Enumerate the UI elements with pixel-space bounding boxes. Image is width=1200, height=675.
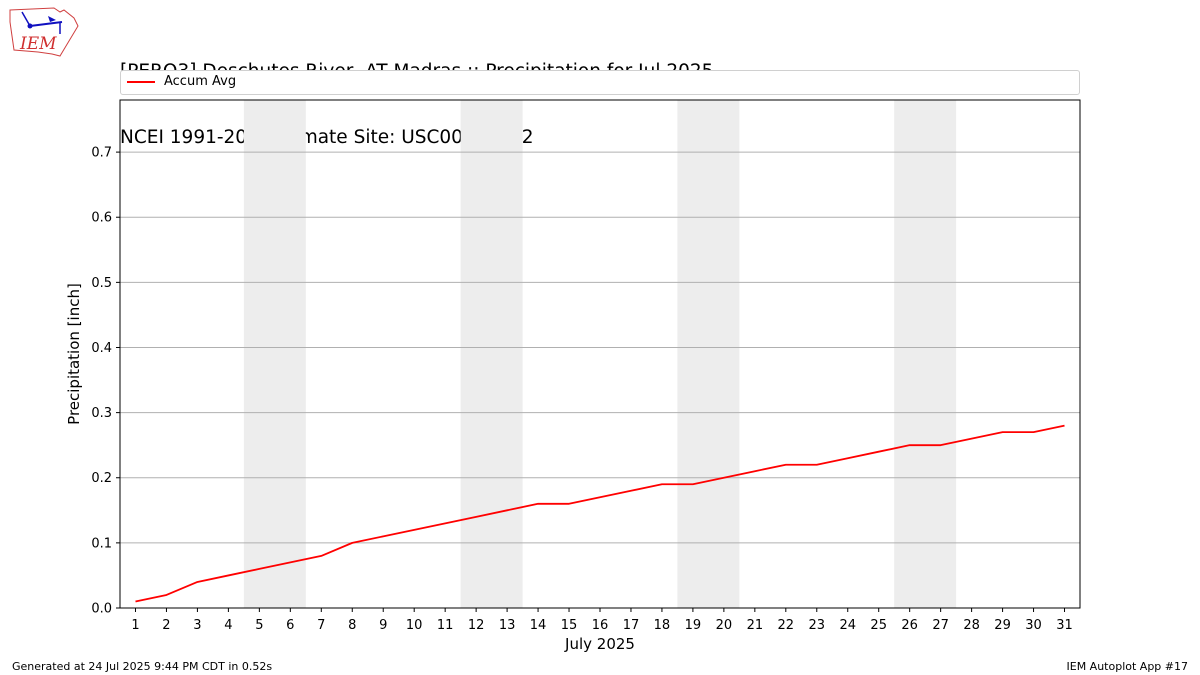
x-tick-label-30: 31 — [1056, 618, 1073, 633]
x-tick-label-10: 11 — [437, 618, 454, 633]
x-tick-label-1: 2 — [162, 618, 170, 633]
x-axis-label: July 2025 — [564, 635, 635, 653]
weekend-band-3 — [894, 100, 957, 608]
y-tick-label-4: 0.4 — [91, 341, 112, 356]
x-tick-label-0: 1 — [131, 618, 139, 633]
plot-frame — [119, 99, 1081, 609]
legend-label: Accum Avg — [164, 74, 237, 89]
x-tick-label-20: 21 — [747, 618, 764, 633]
x-tick-label-4: 5 — [255, 618, 263, 633]
y-axis-label: Precipitation [inch] — [65, 283, 83, 425]
x-tick-label-6: 7 — [317, 618, 325, 633]
x-tick-label-7: 8 — [348, 618, 356, 633]
x-tick-label-19: 20 — [716, 618, 733, 633]
x-tick-label-29: 30 — [1025, 618, 1042, 633]
generated-timestamp: Generated at 24 Jul 2025 9:44 PM CDT in … — [12, 660, 273, 673]
x-tick-label-14: 15 — [561, 618, 578, 633]
x-tick-label-16: 17 — [623, 618, 640, 633]
x-tick-label-13: 14 — [530, 618, 547, 633]
x-tick-label-11: 12 — [468, 618, 485, 633]
y-tick-label-2: 0.2 — [91, 471, 112, 486]
x-tick-label-21: 22 — [778, 618, 795, 633]
x-tick-label-28: 29 — [994, 618, 1011, 633]
x-tick-label-5: 6 — [286, 618, 294, 633]
y-tick-label-0: 0.0 — [91, 602, 112, 617]
y-tick-label-1: 0.1 — [91, 536, 112, 551]
x-tick-label-8: 9 — [379, 618, 387, 633]
x-tick-label-12: 13 — [499, 618, 516, 633]
iem-logo-icon: IEM — [9, 7, 79, 57]
x-tick-label-27: 28 — [963, 618, 980, 633]
x-tick-label-15: 16 — [592, 618, 609, 633]
y-tick-label-5: 0.5 — [91, 276, 112, 291]
x-tick-label-18: 19 — [685, 618, 702, 633]
legend: Accum Avg — [120, 70, 1080, 95]
y-tick-label-7: 0.7 — [91, 146, 112, 161]
x-tick-label-2: 3 — [193, 618, 201, 633]
x-tick-label-26: 27 — [932, 618, 949, 633]
x-tick-label-24: 25 — [870, 618, 887, 633]
app-credit: IEM Autoplot App #17 — [1066, 660, 1189, 673]
x-tick-label-9: 10 — [406, 618, 423, 633]
legend-swatch — [127, 81, 155, 83]
x-tick-label-17: 18 — [654, 618, 671, 633]
x-tick-label-25: 26 — [901, 618, 918, 633]
y-tick-label-3: 0.3 — [91, 406, 112, 421]
weekend-band-2 — [677, 100, 740, 608]
series-line-0 — [135, 424, 1065, 603]
logo-text: IEM — [19, 34, 57, 54]
y-tick-label-6: 0.6 — [91, 211, 112, 226]
x-tick-label-3: 4 — [224, 618, 232, 633]
weekend-band-0 — [243, 100, 306, 608]
weekend-band-1 — [460, 100, 523, 608]
x-tick-label-22: 23 — [809, 618, 826, 633]
x-tick-label-23: 24 — [839, 618, 856, 633]
